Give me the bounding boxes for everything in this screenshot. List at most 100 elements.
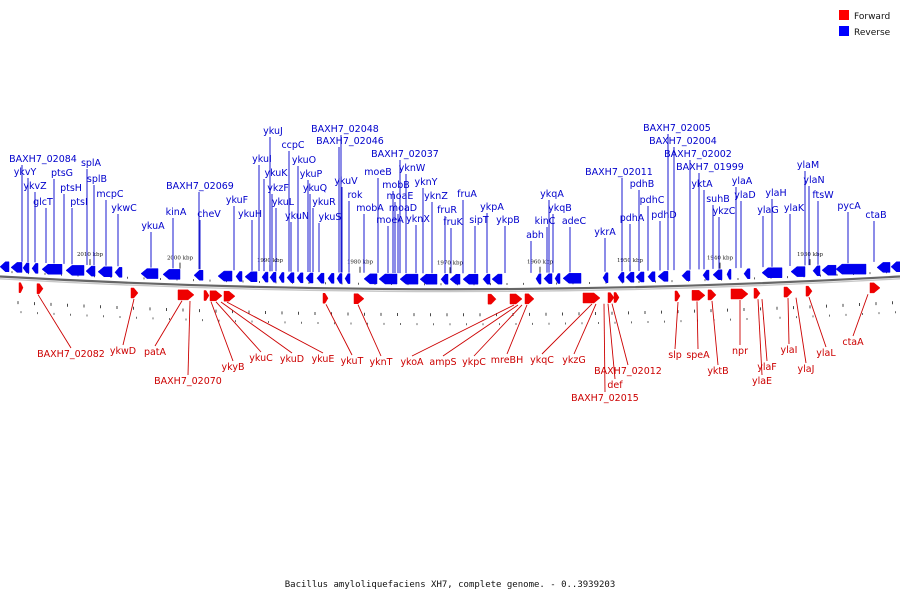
reverse-gene-label: moeB (364, 167, 391, 178)
genome-caption: Bacillus amyloliquefaciens XH7, complete… (285, 580, 616, 590)
forward-gene-leader (122, 298, 135, 346)
forward-gene-label: ykwD (110, 346, 136, 357)
reverse-gene-arrow (812, 265, 821, 277)
reverse-gene-label: BAXH7_02002 (664, 149, 732, 160)
reverse-gene-label: ykuQ (303, 183, 327, 194)
reverse-gene-arrow (114, 267, 123, 278)
reverse-gene-label: kinA (166, 207, 187, 218)
forward-gene-leader (154, 300, 183, 347)
reverse-gene-label: yktA (691, 179, 713, 190)
reverse-gene-label: ylaN (803, 175, 824, 186)
reverse-gene-label: fruA (457, 189, 477, 200)
tick-label: 1980 kbp (347, 260, 374, 266)
reverse-gene-label: BAXH7_02004 (649, 136, 717, 147)
reverse-gene-label: BAXH7_02048 (311, 124, 379, 135)
tick-label: 1940 kbp (707, 256, 734, 262)
forward-gene-label: ylaF (757, 362, 777, 373)
forward-gene-arrow (869, 282, 881, 294)
reverse-gene-label: ykzF (267, 183, 289, 194)
reverse-gene-label: pdhA (620, 213, 645, 224)
forward-gene-arrow (203, 290, 210, 301)
forward-gene-arrow (509, 293, 523, 305)
forward-gene-arrow (582, 292, 601, 304)
forward-gene-arrow (524, 293, 535, 305)
reverse-gene-label: yknW (399, 163, 426, 174)
reverse-labels: BAXH7_02084 ykvY ykvZ glcT ptsG ptsH ptsI splA s… (9, 123, 887, 274)
forward-gene-label: ylaE (752, 376, 772, 387)
reverse-gene-arrow (821, 264, 837, 276)
reverse-gene-label: ykuV (334, 176, 358, 187)
reverse-gene-label: pdhC (640, 195, 665, 206)
reverse-gene-label: BAXH7_02069 (166, 181, 234, 192)
reverse-gene-arrow (296, 272, 304, 284)
reverse-gene-label: fruK (443, 217, 463, 228)
reverse-gene-arrow (462, 273, 479, 285)
reverse-gene-arrow (790, 266, 806, 277)
reverse-gene-label: suhB (706, 194, 730, 205)
tick-label: 1970 kbp (437, 260, 464, 266)
reverse-gene-label: ylaK (784, 203, 805, 214)
forward-gene-arrow (607, 292, 615, 303)
forward-gene-leader (573, 303, 597, 355)
forward-gene-arrow (674, 290, 681, 302)
reverse-gene-label: ylaM (797, 160, 819, 171)
forward-gene-label: ykuC (249, 353, 273, 364)
reverse-gene-label: mcpC (96, 189, 124, 200)
tick-label: 2010 kbp (77, 252, 104, 258)
forward-gene-arrow (613, 292, 620, 303)
reverse-gene-label: abh (526, 230, 544, 241)
forward-gene-arrow (691, 290, 706, 301)
forward-gene-label: BAXH7_02012 (594, 366, 662, 377)
reverse-gene-label: ykpB (496, 215, 520, 226)
reverse-gene-label: ykuH (238, 209, 262, 220)
forward-gene-leader (603, 303, 606, 393)
reverse-gene-arrow (562, 273, 582, 284)
legend-reverse-label: Reverse (854, 28, 891, 38)
reverse-gene-arrow (712, 269, 723, 280)
reverse-gene-arrow (449, 273, 461, 285)
reverse-gene-label: ylaD (734, 190, 755, 201)
reverse-gene-arrow (261, 271, 269, 283)
reverse-gene-label: ykuA (141, 221, 165, 232)
reverse-gene-arrow (635, 271, 645, 283)
forward-gene-leader (215, 301, 262, 353)
forward-gene-label: yktB (707, 366, 728, 377)
forward-gene-leader (757, 299, 763, 376)
tick-label: 1960 kbp (527, 260, 554, 266)
reverse-gene-label: ylaA (732, 176, 753, 187)
forward-gene-leader (795, 297, 807, 364)
reverse-gene-label: ykuF (226, 195, 248, 206)
reverse-gene-label: rok (347, 190, 363, 201)
reverse-gene-arrow (327, 273, 335, 284)
forward-gene-label: ylaI (781, 345, 798, 356)
reverse-gene-label: BAXH7_02084 (9, 154, 77, 165)
reverse-gene-arrow (761, 267, 783, 278)
reverse-track (0, 261, 900, 285)
forward-gene-arrow (36, 283, 44, 294)
reverse-gene-label: splA (81, 158, 102, 169)
forward-gene-leader (761, 299, 768, 362)
reverse-gene-label: moaD (389, 203, 417, 214)
reverse-gene-label: ykuK (264, 168, 288, 179)
forward-gene-label: yknT (370, 357, 393, 368)
forward-gene-arrow (209, 290, 223, 302)
reverse-gene-arrow (876, 262, 891, 273)
forward-gene-leader (787, 298, 790, 345)
forward-gene-leader (325, 304, 353, 356)
reverse-gene-arrow (378, 273, 398, 285)
reverse-gene-label: splB (87, 174, 107, 185)
forward-gene-label: ykqC (530, 355, 554, 366)
reverse-gene-arrow (31, 263, 39, 274)
forward-gene-label: ampS (429, 357, 456, 368)
forward-gene-leader (852, 294, 869, 337)
reverse-gene-arrow (217, 270, 233, 282)
reverse-gene-label: ykvY (14, 167, 37, 178)
reverse-gene-label: ykqA (540, 189, 564, 200)
reverse-gene-label: ptsI (70, 197, 88, 208)
reverse-gene-arrow (726, 269, 732, 280)
reverse-gene-label: ykuL (272, 197, 295, 208)
reverse-gene-arrow (235, 271, 243, 282)
forward-gene-leader (187, 300, 191, 376)
